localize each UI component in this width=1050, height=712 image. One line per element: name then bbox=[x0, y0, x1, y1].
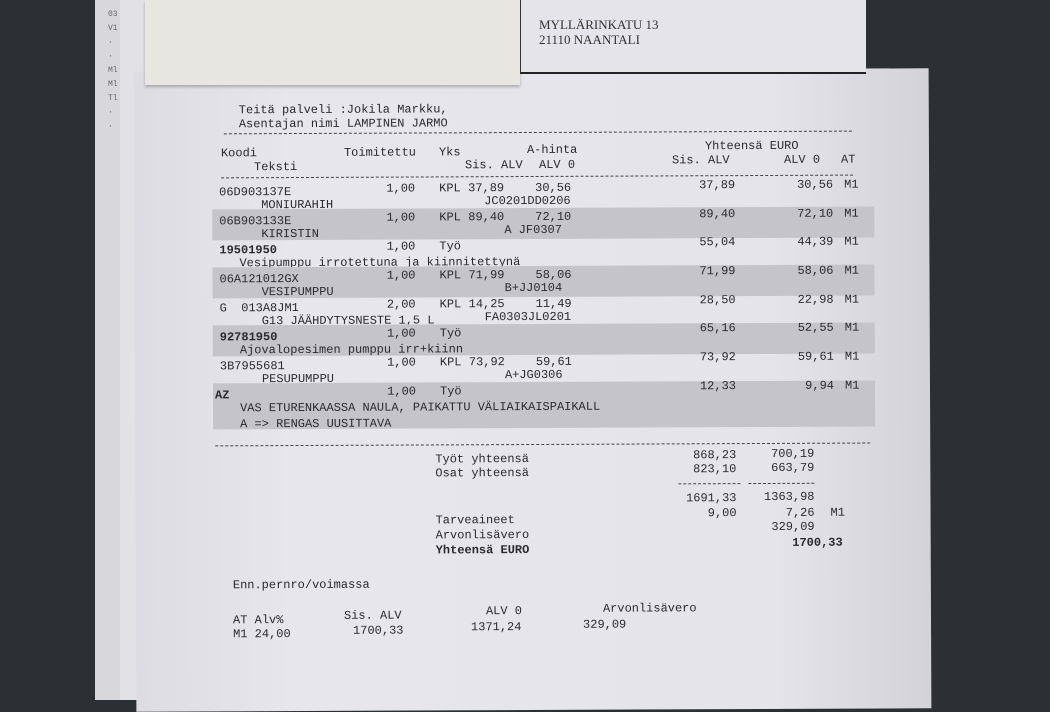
col-unit-price-vat: Sis. ALV bbox=[465, 158, 523, 172]
item-total-vat: 71,99 bbox=[669, 264, 735, 278]
item-text: VESIPUMPPU bbox=[262, 284, 334, 298]
item-vat-code: M1 bbox=[844, 178, 858, 192]
vat-amount: 329,09 bbox=[741, 520, 815, 534]
item-vat-code: M1 bbox=[845, 321, 859, 335]
header-paper: MYLLÄRINKATU 13 21110 NAANTALI bbox=[520, 0, 866, 74]
item-qty: 1,00 bbox=[360, 327, 416, 341]
item-vat-code: M1 bbox=[845, 349, 859, 363]
supplies-net: 7,26 bbox=[741, 506, 815, 520]
item-qty: 1,00 bbox=[360, 385, 416, 399]
divider bbox=[748, 483, 814, 484]
divider bbox=[215, 443, 870, 447]
item-total-vat: 37,89 bbox=[669, 178, 735, 192]
vat-table-vat: 1700,33 bbox=[353, 624, 403, 638]
address-city: 21110 NAANTALI bbox=[539, 32, 659, 47]
item-text-2: A => RENGAS UUSITTAVA bbox=[240, 417, 391, 432]
vat-table-tax: 329,09 bbox=[583, 618, 626, 632]
footer-note: Enn.pernro/voimassa bbox=[233, 578, 370, 593]
item-qty: 1,00 bbox=[359, 269, 415, 283]
vat-table-h-net: ALV 0 bbox=[486, 604, 522, 618]
item-unit: Työ bbox=[440, 384, 462, 398]
vat-label: Arvonlisävero bbox=[436, 528, 530, 542]
item-vat-code: M1 bbox=[844, 235, 858, 249]
item-price-vat: 73,92 bbox=[455, 355, 505, 369]
item-total-vat: 65,16 bbox=[670, 321, 736, 335]
labour-total-vat: 868,23 bbox=[660, 448, 736, 462]
parts-total-vat: 823,10 bbox=[660, 462, 736, 476]
note-paper bbox=[145, 0, 520, 85]
item-total-net: 9,94 bbox=[760, 378, 834, 392]
item-reference: A JF0307 bbox=[504, 222, 562, 236]
item-total-net: 72,10 bbox=[759, 206, 833, 220]
item-unit: Työ bbox=[439, 239, 461, 253]
item-qty: 2,00 bbox=[360, 298, 416, 312]
item-total-vat: 28,50 bbox=[670, 293, 736, 307]
supplies-vat: 9,00 bbox=[661, 506, 737, 520]
mechanic-name: Asentajan nimi LAMPINEN JARMO bbox=[239, 116, 448, 131]
item-total-net: 22,98 bbox=[760, 292, 834, 306]
vat-table-h-tax: Arvonlisävero bbox=[603, 601, 697, 615]
item-reference: FA0303JL0201 bbox=[485, 309, 571, 323]
col-unit: Yks bbox=[439, 145, 461, 159]
vat-table-rate: M1 24,00 bbox=[233, 627, 291, 641]
item-qty: 1,00 bbox=[359, 182, 415, 196]
col-unit-price: A-hinta bbox=[527, 143, 577, 157]
subtotal-net: 1363,98 bbox=[740, 490, 814, 504]
grand-total: 1700,33 bbox=[741, 536, 843, 550]
labour-total-label: Työt yhteensä bbox=[435, 452, 529, 466]
col-unit-price-net: ALV 0 bbox=[539, 158, 575, 172]
grand-total-label: Yhteensä EURO bbox=[436, 543, 530, 557]
served-by: Teitä palveli :Jokila Markku, bbox=[239, 102, 448, 117]
item-vat-code: M1 bbox=[845, 292, 859, 306]
item-total-net: 30,56 bbox=[759, 178, 833, 192]
vat-table-h-at: AT Alv% bbox=[233, 613, 283, 627]
item-code: AZ bbox=[215, 388, 229, 402]
supplies-at: M1 bbox=[831, 506, 845, 520]
item-total-vat: 89,40 bbox=[669, 207, 735, 221]
item-vat-code: M1 bbox=[844, 264, 858, 278]
invoice-paper: Teitä palveli :Jokila Markku, Asentajan … bbox=[134, 68, 932, 711]
item-reference: A+JG0306 bbox=[505, 367, 563, 381]
item-total-net: 52,55 bbox=[760, 321, 834, 335]
item-total-net: 58,06 bbox=[759, 264, 833, 278]
item-price-vat: 89,40 bbox=[454, 210, 504, 224]
col-at: AT bbox=[841, 153, 855, 167]
parts-total-label: Osat yhteensä bbox=[435, 466, 529, 480]
divider bbox=[224, 131, 852, 135]
col-total-vat: Sis. ALV bbox=[672, 153, 730, 167]
supplies-label: Tarveaineet bbox=[436, 513, 515, 527]
col-total: Yhteensä EURO bbox=[705, 139, 799, 153]
item-reference: JC0201DD0206 bbox=[484, 193, 570, 207]
item-text: Ajovalopesimen pumppu irr+kiinn bbox=[240, 342, 463, 357]
address-street: MYLLÄRINKATU 13 bbox=[539, 17, 659, 32]
col-text: Teksti bbox=[254, 160, 297, 174]
item-text: VAS ETURENKAASSA NAULA, PAIKATTU VÄLIAIK… bbox=[240, 399, 600, 415]
item-total-vat: 55,04 bbox=[669, 235, 735, 249]
item-vat-code: M1 bbox=[844, 206, 858, 220]
col-delivered: Toimitettu bbox=[344, 146, 416, 160]
vat-table-net: 1371,24 bbox=[471, 620, 521, 634]
item-qty: 1,00 bbox=[359, 240, 415, 254]
item-qty: 1,00 bbox=[360, 356, 416, 370]
item-total-vat: 12,33 bbox=[670, 379, 736, 393]
item-reference: B+JJ0104 bbox=[505, 280, 563, 294]
item-unit: Työ bbox=[440, 326, 462, 340]
item-text: KIRISTIN bbox=[261, 226, 319, 240]
item-vat-code: M1 bbox=[845, 378, 859, 392]
col-code: Koodi bbox=[221, 146, 257, 160]
item-total-vat: 73,92 bbox=[670, 350, 736, 364]
item-total-net: 59,61 bbox=[760, 350, 834, 364]
subtotal-vat: 1691,33 bbox=[660, 491, 736, 505]
item-qty: 1,00 bbox=[359, 211, 415, 225]
vat-table-h-vat: Sis. ALV bbox=[344, 609, 402, 623]
item-total-net: 44,39 bbox=[759, 235, 833, 249]
divider bbox=[678, 483, 740, 484]
col-total-net: ALV 0 bbox=[784, 153, 820, 167]
item-price-vat: 71,99 bbox=[454, 268, 504, 282]
parts-total-net: 663,79 bbox=[740, 461, 814, 475]
labour-total-net: 700,19 bbox=[740, 447, 814, 461]
